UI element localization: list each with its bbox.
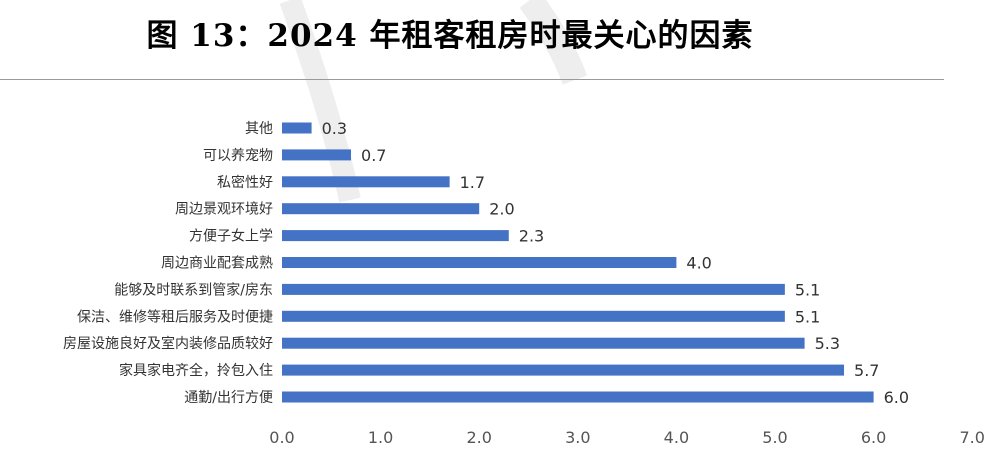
page-title: 图 13：2024 年租客租房时最关心的因素: [146, 18, 754, 54]
bar: [282, 310, 785, 322]
bar: [282, 176, 450, 188]
category-label: 保洁、维修等租后服务及时便捷: [77, 308, 273, 325]
value-label: 1.7: [460, 173, 485, 192]
bars: [282, 122, 874, 403]
x-tick-label: 4.0: [664, 428, 689, 447]
value-label: 0.7: [361, 146, 386, 165]
value-label: 5.3: [815, 334, 840, 353]
category-label: 通勤/出行方便: [184, 390, 273, 406]
category-label: 能够及时联系到管家/房东: [114, 281, 273, 298]
category-label: 周边景观环境好: [175, 202, 273, 218]
category-label: 家具家电齐全，拎包入住: [119, 362, 273, 379]
x-tick-label: 3.0: [565, 428, 590, 447]
x-tick-label: 5.0: [762, 428, 787, 447]
value-label: 6.0: [884, 388, 909, 407]
x-tick-label: 6.0: [861, 428, 886, 447]
value-label: 5.7: [854, 361, 879, 380]
bar: [282, 257, 677, 268]
divider-line: [0, 79, 944, 80]
category-label: 房屋设施良好及室内装修品质较好: [63, 335, 273, 352]
bar: [282, 149, 352, 161]
value-labels: 0.3 0.7 1.72.0 2.3 4.0 5.1 5.1 5.3 5.7 6.0: [322, 119, 909, 407]
value-label: 0.3: [322, 119, 347, 138]
category-label: 周边商业配套成熟: [161, 256, 273, 272]
category-label: 方便子女上学: [189, 228, 273, 245]
x-tick-label: 7.0: [959, 428, 984, 447]
bar: [282, 203, 480, 215]
bar: [282, 391, 874, 403]
category-labels: 其他可以养宠物私密性好周边景观环境好方便子女上学周边商业配套成熟能够及时联系到管…: [63, 121, 273, 406]
bar: [282, 122, 312, 134]
value-label: 4.0: [686, 254, 711, 273]
x-tick-label: 2.0: [466, 428, 491, 447]
x-tick-label: 0.0: [269, 428, 294, 447]
bar: [282, 230, 509, 242]
category-label: 其他: [245, 121, 273, 137]
x-axis-ticks: 0.0 1.0 2.0 3.0 4.0 5.0 6.0 7.0: [269, 428, 985, 447]
value-label: 2.0: [489, 200, 514, 219]
category-label: 可以养宠物: [203, 148, 273, 164]
bar: [282, 283, 785, 295]
value-label: 5.1: [795, 280, 820, 299]
bar: [282, 364, 845, 376]
category-label: 私密性好: [217, 174, 273, 191]
value-label: 5.1: [795, 307, 820, 326]
value-label: 2.3: [519, 227, 544, 246]
x-tick-label: 1.0: [368, 428, 393, 447]
bar: [282, 337, 805, 349]
